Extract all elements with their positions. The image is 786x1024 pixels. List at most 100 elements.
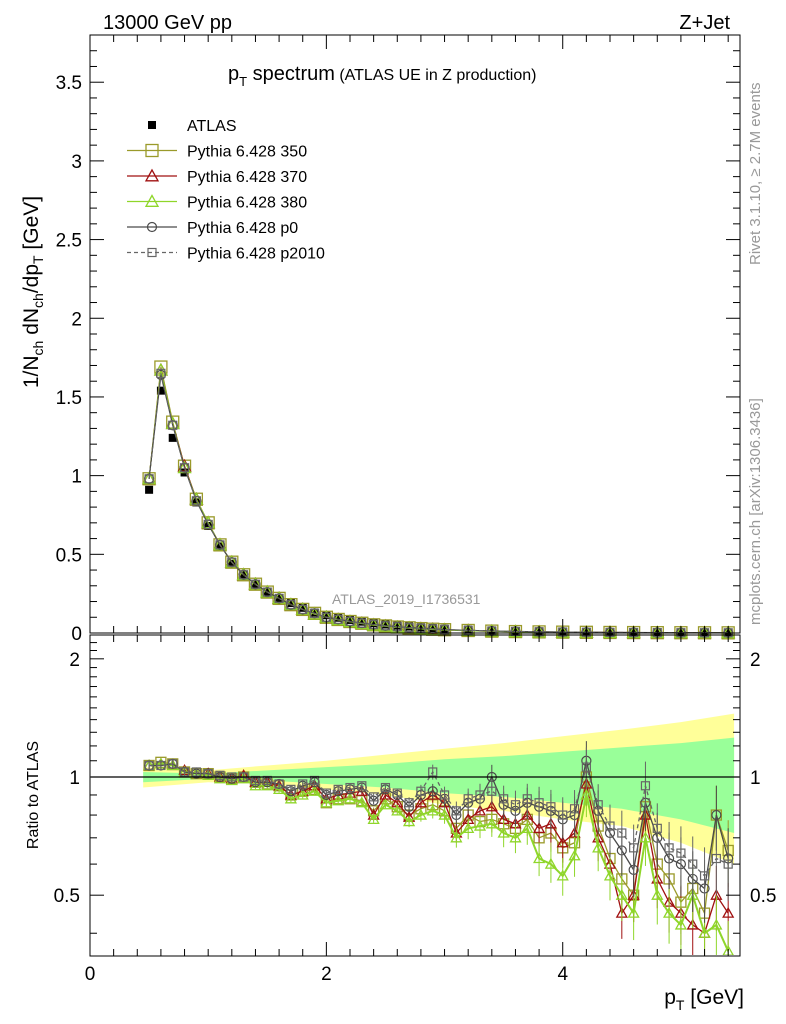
data-point bbox=[380, 621, 391, 631]
ratio-point bbox=[617, 828, 627, 838]
data-point bbox=[346, 615, 354, 624]
ratio-point bbox=[404, 798, 414, 808]
ratio-point bbox=[556, 869, 569, 881]
ratio-point bbox=[380, 782, 391, 793]
x-tick-label: 4 bbox=[557, 964, 568, 985]
ratio-point bbox=[402, 815, 416, 827]
ratio-point bbox=[499, 794, 509, 804]
data-point bbox=[286, 599, 295, 608]
ratio-point bbox=[144, 760, 154, 771]
ratio-point bbox=[475, 790, 485, 800]
ratio-point bbox=[580, 788, 593, 800]
ratio-point bbox=[249, 779, 262, 791]
ratio-point bbox=[298, 779, 308, 789]
ratio-y-tick-label-right: 2 bbox=[750, 650, 761, 671]
data-point bbox=[191, 496, 201, 506]
legend-label: Pythia 6.428 p2010 bbox=[187, 246, 325, 263]
legend-marker bbox=[144, 194, 160, 207]
ratio-point bbox=[581, 762, 591, 772]
ratio-point bbox=[355, 796, 368, 808]
data-point bbox=[177, 458, 192, 472]
data-point bbox=[333, 614, 343, 624]
ratio-point bbox=[179, 767, 190, 777]
ratio-point bbox=[428, 767, 438, 777]
ratio-point bbox=[711, 853, 721, 864]
ratio-point bbox=[522, 794, 532, 804]
x-axis-label: pT [GeV] bbox=[664, 986, 744, 1013]
ratio-point bbox=[450, 831, 463, 843]
data-point bbox=[250, 579, 261, 589]
ratio-point bbox=[191, 767, 201, 777]
ratio-frame bbox=[89, 634, 741, 957]
data-point bbox=[204, 521, 213, 530]
ratio-point bbox=[652, 823, 662, 833]
ratio-point bbox=[722, 944, 734, 955]
process-label: Z+Jet bbox=[679, 12, 730, 34]
y-tick-label: 0 bbox=[71, 624, 82, 645]
data-point bbox=[393, 621, 402, 630]
ratio-point bbox=[532, 822, 546, 833]
data-point bbox=[298, 604, 308, 614]
ratio-y-tick-label: 2 bbox=[69, 650, 80, 671]
legend-marker bbox=[144, 168, 160, 182]
ratio-point bbox=[367, 813, 380, 825]
ratio-point bbox=[321, 788, 331, 798]
ratio-point bbox=[203, 769, 213, 779]
ratio-point bbox=[629, 843, 639, 853]
data-point bbox=[428, 624, 437, 633]
y-tick-label: 3.5 bbox=[56, 73, 82, 94]
legend-label: Pythia 6.428 350 bbox=[187, 144, 307, 161]
ratio-point bbox=[698, 926, 711, 938]
y-tick-label: 2 bbox=[71, 309, 82, 330]
data-point bbox=[357, 618, 367, 628]
ratio-point bbox=[225, 774, 238, 786]
ratio-point bbox=[546, 802, 556, 812]
legend-label: ATLAS bbox=[187, 118, 237, 135]
legend-marker bbox=[147, 247, 157, 258]
ratio-point bbox=[521, 822, 534, 833]
ratio-point bbox=[272, 783, 286, 795]
data-point bbox=[156, 386, 165, 395]
legend-entry: ATLAS bbox=[148, 118, 237, 135]
analysis-watermark: ATLAS_2019_I1736531 bbox=[332, 591, 481, 607]
ratio-point bbox=[662, 906, 676, 918]
legend-marker bbox=[145, 143, 159, 158]
ratio-point bbox=[286, 784, 296, 794]
y-tick-label: 3 bbox=[71, 152, 82, 173]
data-point bbox=[216, 542, 224, 551]
ratio-point bbox=[463, 794, 473, 804]
data-point bbox=[334, 613, 343, 622]
data-point bbox=[144, 474, 154, 484]
ratio-point bbox=[357, 781, 367, 791]
ratio-point bbox=[215, 770, 225, 780]
ratio-point bbox=[462, 822, 475, 833]
ratio-y-tick-label: 1 bbox=[69, 768, 80, 789]
ratio-point bbox=[676, 848, 686, 858]
ratio-point bbox=[639, 831, 652, 843]
ratio-point bbox=[296, 788, 309, 800]
ratio-point bbox=[168, 759, 178, 769]
ratio-point bbox=[392, 788, 402, 798]
ratio-point bbox=[345, 782, 355, 793]
ratio-point bbox=[593, 800, 603, 810]
ratio-axis-ticks: 0.5 0.5 1 1 2 2 0 2 4 bbox=[54, 635, 776, 985]
data-point bbox=[203, 519, 213, 530]
ratio-point bbox=[261, 779, 274, 791]
data-point bbox=[156, 368, 166, 378]
ratio-point bbox=[640, 781, 651, 791]
data-point bbox=[227, 559, 236, 568]
ratio-point bbox=[274, 779, 284, 789]
ratio-point bbox=[414, 796, 428, 808]
data-point bbox=[369, 619, 378, 628]
ratio-point bbox=[308, 784, 321, 796]
ratio-point bbox=[723, 859, 733, 869]
legend-entry: Pythia 6.428 380 bbox=[127, 194, 307, 212]
data-point bbox=[381, 620, 390, 629]
ratio-point bbox=[603, 869, 617, 881]
ratio-point bbox=[487, 786, 497, 796]
ratio-point bbox=[568, 826, 581, 838]
data-point bbox=[322, 611, 331, 620]
energy-label: 13000 GeV pp bbox=[103, 12, 232, 34]
legend-marker bbox=[148, 121, 156, 129]
